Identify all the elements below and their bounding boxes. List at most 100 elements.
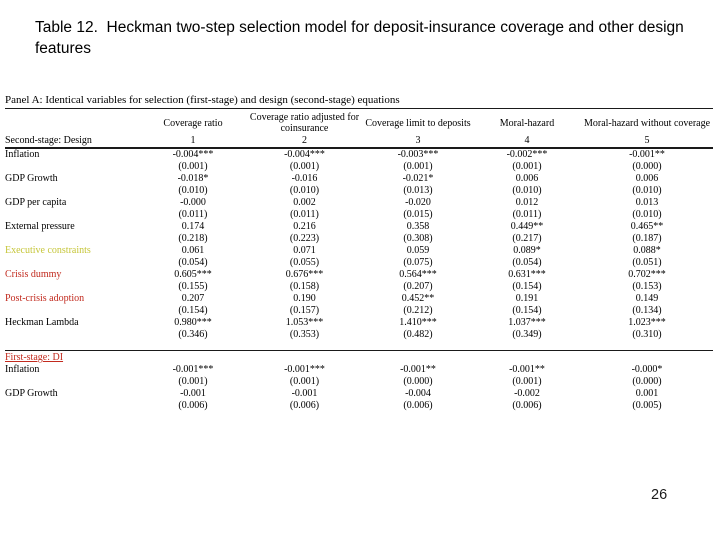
table-row: (0.154) (0.157) (0.212) (0.154) (0.134) — [5, 305, 713, 317]
second-stage-label: Second-stage: Design — [5, 134, 140, 149]
row-label: Inflation — [5, 364, 40, 375]
se-cell: (0.223) — [289, 233, 320, 244]
coef-cell: -0.001** — [509, 364, 545, 375]
panel-heading: Panel A: Identical variables for selecti… — [5, 94, 713, 109]
se-cell: (0.001) — [512, 376, 542, 387]
column-number: 1 — [140, 134, 246, 149]
coef-cell: -0.020 — [405, 197, 431, 208]
se-cell: (0.154) — [512, 305, 542, 316]
se-cell: (0.134) — [632, 305, 662, 316]
se-cell: (0.207) — [403, 281, 433, 292]
coef-cell: -0.004*** — [284, 149, 325, 160]
coef-cell: 0.358 — [406, 221, 430, 232]
se-cell: (0.000) — [403, 376, 433, 387]
coef-cell: -0.002 — [514, 388, 540, 399]
coef-cell: 0.012 — [515, 197, 539, 208]
coef-cell: 0.631*** — [508, 269, 546, 280]
table-row: (0.011) (0.011) (0.015) (0.011) (0.010) — [5, 209, 713, 221]
se-cell: (0.011) — [290, 209, 319, 220]
row-label: GDP per capita — [5, 197, 67, 208]
se-cell: (0.015) — [403, 209, 433, 220]
coef-cell: 1.053*** — [285, 317, 324, 328]
column-header: Moral-hazard without coverage — [583, 117, 711, 129]
se-cell: (0.000) — [632, 376, 662, 387]
table-row: GDP Growth -0.001 -0.001 -0.004 -0.002 0.001 — [5, 388, 713, 400]
coef-cell: 0.006 — [635, 173, 659, 184]
spacer-cell — [5, 341, 713, 351]
section-empty-cell — [473, 350, 581, 364]
coef-cell: 0.013 — [635, 197, 659, 208]
row-label: Heckman Lambda — [5, 317, 79, 328]
coef-cell: -0.001*** — [284, 364, 325, 375]
coef-cell: 0.980*** — [174, 317, 212, 328]
coef-cell: -0.001** — [629, 149, 665, 160]
table-row: (0.010) (0.010) (0.013) (0.010) (0.010) — [5, 185, 713, 197]
se-cell: (0.010) — [289, 185, 320, 196]
se-cell: (0.001) — [178, 161, 208, 172]
se-cell: (0.218) — [178, 233, 208, 244]
se-cell: (0.217) — [512, 233, 542, 244]
column-number: 2 — [246, 134, 363, 149]
coef-cell: 0.191 — [515, 293, 539, 304]
se-cell: (0.349) — [512, 329, 542, 340]
coef-cell: -0.004*** — [172, 149, 214, 160]
coef-cell: 1.037*** — [508, 317, 546, 328]
coef-cell: 0.089* — [513, 245, 541, 256]
row-label-spacer — [5, 329, 140, 341]
row-label-spacer — [5, 400, 140, 412]
row-label-spacer — [5, 209, 140, 221]
column-number: 4 — [473, 134, 581, 149]
se-cell: (0.006) — [403, 400, 433, 411]
coef-cell: 0.207 — [181, 293, 205, 304]
se-cell: (0.001) — [289, 376, 320, 387]
table-row: Inflation -0.001*** -0.001*** -0.001** -0.00… — [5, 364, 713, 376]
column-header: Coverage limit to deposits — [365, 117, 471, 129]
coef-cell: 0.190 — [293, 293, 316, 304]
se-cell: (0.055) — [289, 257, 320, 268]
table-row: GDP Growth -0.018* -0.016 -0.021* 0.006 0.006 — [5, 173, 713, 185]
table-row: Inflation -0.004*** -0.004*** -0.003*** -0.0… — [5, 148, 713, 161]
section-empty-cell — [581, 350, 713, 364]
table-row: (0.155) (0.158) (0.207) (0.154) (0.153) — [5, 281, 713, 293]
se-cell: (0.005) — [632, 400, 662, 411]
coef-cell: -0.003*** — [397, 149, 439, 160]
coef-cell: 0.702*** — [628, 269, 666, 280]
table-area: Panel A: Identical variables for selecti… — [5, 94, 713, 412]
coef-cell: 0.061 — [181, 245, 205, 256]
se-cell: (0.054) — [512, 257, 542, 268]
column-header-spacer — [5, 109, 140, 134]
coef-cell: -0.001** — [400, 364, 436, 375]
table-title: Table 12. Heckman two-step selection mod… — [35, 19, 689, 57]
se-cell: (0.010) — [632, 185, 662, 196]
row-label: Inflation — [5, 149, 40, 160]
row-label: Executive constraints — [5, 245, 91, 256]
se-cell: (0.000) — [632, 161, 662, 172]
se-cell: (0.006) — [289, 400, 320, 411]
table-row: (0.006) (0.006) (0.006) (0.006) (0.005) — [5, 400, 713, 412]
coef-cell: -0.004 — [405, 388, 431, 399]
first-stage-label: First-stage: DI — [5, 350, 140, 364]
se-cell: (0.346) — [178, 329, 208, 340]
coef-cell: 0.216 — [293, 221, 316, 232]
se-cell: (0.154) — [512, 281, 542, 292]
table-row: External pressure 0.174 0.216 0.358 0.449** 0… — [5, 221, 713, 233]
coef-cell: -0.001*** — [172, 364, 214, 375]
row-label-spacer — [5, 233, 140, 245]
se-cell: (0.013) — [403, 185, 433, 196]
coefficients-table: Coverage ratio Coverage ratio adjusted fo… — [5, 109, 713, 412]
column-header: Coverage ratio adjusted for coinsurance — [249, 112, 360, 134]
row-label: Post-crisis adoption — [5, 293, 85, 304]
column-number: 3 — [363, 134, 473, 149]
se-cell: (0.001) — [403, 161, 433, 172]
coef-cell: 0.465** — [630, 221, 664, 232]
section-empty-cell — [140, 350, 246, 364]
se-cell: (0.001) — [178, 376, 208, 387]
table-row: Heckman Lambda 0.980*** 1.053*** 1.410*** 1.… — [5, 317, 713, 329]
coef-cell: 0.564*** — [399, 269, 437, 280]
table-row: First-stage: DI — [5, 350, 713, 364]
table-row: (0.346) (0.353) (0.482) (0.349) (0.310) — [5, 329, 713, 341]
row-label-spacer — [5, 281, 140, 293]
row-label-spacer — [5, 185, 140, 197]
se-cell: (0.010) — [512, 185, 542, 196]
row-label-spacer — [5, 257, 140, 269]
